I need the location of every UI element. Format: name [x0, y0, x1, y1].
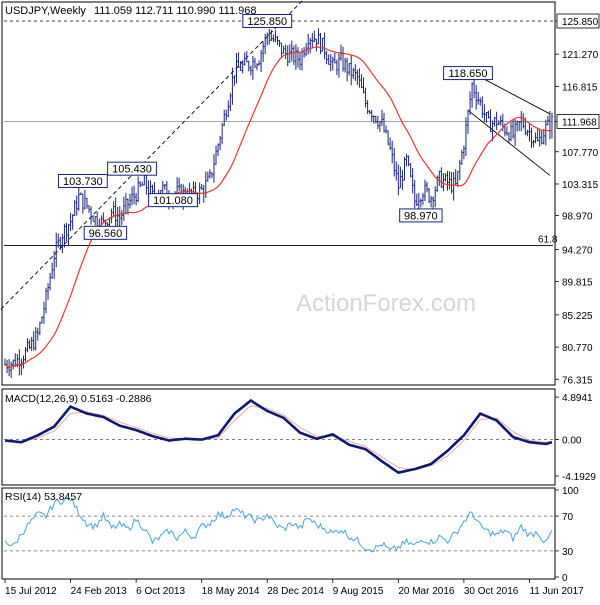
trend-line-3: [467, 109, 551, 176]
svg-text:125.850: 125.850: [562, 17, 599, 28]
x-tick: 15 Jul 2012: [4, 579, 57, 597]
svg-text:11 Jun 2017: 11 Jun 2017: [529, 586, 584, 597]
macd-axis: 4.8941 0.00 -4.1929: [555, 393, 596, 483]
x-axis: 15 Jul 2012 24 Feb 2013 6 Oct 2013 18 May 2…: [4, 579, 584, 597]
price-panel-frame: [1, 1, 556, 386]
macd-line: [4, 398, 553, 474]
svg-text:103.315: 103.315: [562, 180, 599, 191]
macd-panel-frame: [1, 388, 556, 486]
x-tick: 6 Oct 2013: [135, 579, 185, 597]
svg-text:4.8941: 4.8941: [562, 393, 593, 404]
price-tick: 111.968: [555, 114, 600, 129]
x-tick: 11 Jun 2017: [529, 579, 584, 597]
macd-signal-line: [4, 405, 552, 471]
svg-text:28 Dec 2014: 28 Dec 2014: [267, 586, 324, 597]
price-axis: 125.850 121.270 116.815 111.968 107.770 103.3…: [555, 13, 600, 386]
price-panel: 125.850 118.650 105.430 103.730 101.080 96.56…: [0, 0, 558, 386]
svg-text:0.00: 0.00: [562, 436, 582, 447]
svg-text:85.225: 85.225: [562, 311, 593, 322]
swing-label: 103.730: [57, 173, 108, 188]
rsi-title: RSI(14) 53.8457: [5, 491, 82, 503]
svg-text:70: 70: [562, 512, 574, 523]
macd-title: MACD(12,26,9) 0.5163 -0.2886: [5, 393, 152, 405]
fib-level-label: 61.8: [538, 235, 558, 246]
svg-text:125.850: 125.850: [247, 16, 287, 28]
price-tick: 89.815: [555, 278, 593, 289]
macd-tick: 4.8941: [555, 393, 593, 404]
trend-line-1: [0, 0, 304, 310]
svg-text:20 Mar 2016: 20 Mar 2016: [398, 586, 455, 597]
macd-tick: 0.00: [555, 436, 582, 447]
svg-text:96.560: 96.560: [89, 228, 123, 240]
rsi-tick: 0: [555, 573, 568, 584]
svg-text:116.815: 116.815: [562, 82, 598, 93]
svg-text:100: 100: [562, 486, 579, 497]
swing-label: 105.430: [107, 161, 157, 176]
swing-label: 101.080: [148, 193, 198, 208]
svg-text:80.770: 80.770: [562, 343, 593, 354]
watermark: ActionForex.com: [296, 290, 476, 317]
price-tick: 107.770: [555, 148, 599, 159]
rsi-tick: 100: [555, 486, 579, 497]
svg-text:107.770: 107.770: [562, 148, 599, 159]
chart-ohlc-values: 111.059 112.711 110.990 111.968: [94, 5, 257, 17]
svg-text:-4.1929: -4.1929: [562, 472, 596, 483]
svg-text:9 Aug 2015: 9 Aug 2015: [333, 586, 384, 597]
svg-text:103.730: 103.730: [63, 176, 103, 188]
chart-symbol: USDJPY,Weekly: [5, 5, 86, 17]
macd-tick: -4.1929: [555, 472, 596, 483]
svg-text:101.080: 101.080: [153, 195, 193, 207]
svg-text:105.430: 105.430: [112, 164, 152, 176]
svg-text:111.968: 111.968: [562, 117, 597, 128]
svg-text:0: 0: [562, 573, 568, 584]
price-tick: 116.815: [555, 82, 598, 93]
price-tick: 121.270: [555, 50, 599, 61]
svg-text:30 Oct 2016: 30 Oct 2016: [464, 586, 519, 597]
swing-label: 118.650: [443, 66, 493, 81]
svg-text:118.650: 118.650: [449, 68, 488, 80]
svg-text:89.815: 89.815: [562, 278, 593, 289]
price-tick: 85.225: [555, 311, 593, 322]
svg-text:6 Oct 2013: 6 Oct 2013: [136, 586, 185, 597]
rsi-level-lines: [4, 515, 553, 552]
svg-text:76.315: 76.315: [562, 375, 593, 386]
macd-panel: MACD(12,26,9) 0.5163 -0.2886: [1, 388, 556, 486]
swing-labels: 125.850 118.650 105.430 103.730 101.080 96.56…: [57, 13, 493, 240]
price-tick: 125.850: [555, 13, 600, 29]
x-tick: 20 Mar 2016: [397, 579, 455, 597]
svg-text:121.270: 121.270: [562, 50, 599, 61]
rsi-panel-frame: [1, 487, 556, 580]
price-levels: [4, 20, 553, 246]
x-tick: 9 Aug 2015: [332, 579, 384, 597]
swing-label: 125.850: [242, 13, 293, 28]
svg-text:30: 30: [562, 547, 574, 558]
rsi-line: [4, 497, 553, 553]
x-tick: 28 Dec 2014: [266, 579, 324, 597]
rsi-axis: 100 70 30 0: [555, 486, 579, 584]
price-tick: 103.315: [555, 180, 599, 191]
price-tick: 80.770: [555, 343, 593, 354]
svg-text:94.270: 94.270: [562, 245, 593, 256]
x-tick: 18 May 2014: [201, 579, 260, 597]
swing-label: 98.970: [399, 208, 443, 223]
rsi-panel: RSI(14) 53.8457: [1, 487, 556, 580]
svg-text:18 May 2014: 18 May 2014: [202, 586, 260, 597]
rsi-tick: 70: [555, 512, 574, 523]
svg-text:24 Feb 2013: 24 Feb 2013: [71, 586, 128, 597]
price-tick: 94.270: [555, 245, 593, 256]
price-tick: 98.970: [555, 211, 593, 222]
svg-text:15 Jul 2012: 15 Jul 2012: [5, 586, 57, 597]
swing-label: 96.560: [83, 225, 128, 240]
x-tick: 24 Feb 2013: [70, 579, 128, 597]
svg-text:98.970: 98.970: [562, 211, 593, 222]
svg-text:98.970: 98.970: [404, 210, 438, 222]
price-tick: 76.315: [555, 375, 593, 386]
rsi-tick: 30: [555, 547, 574, 558]
x-tick: 30 Oct 2016: [463, 579, 519, 597]
